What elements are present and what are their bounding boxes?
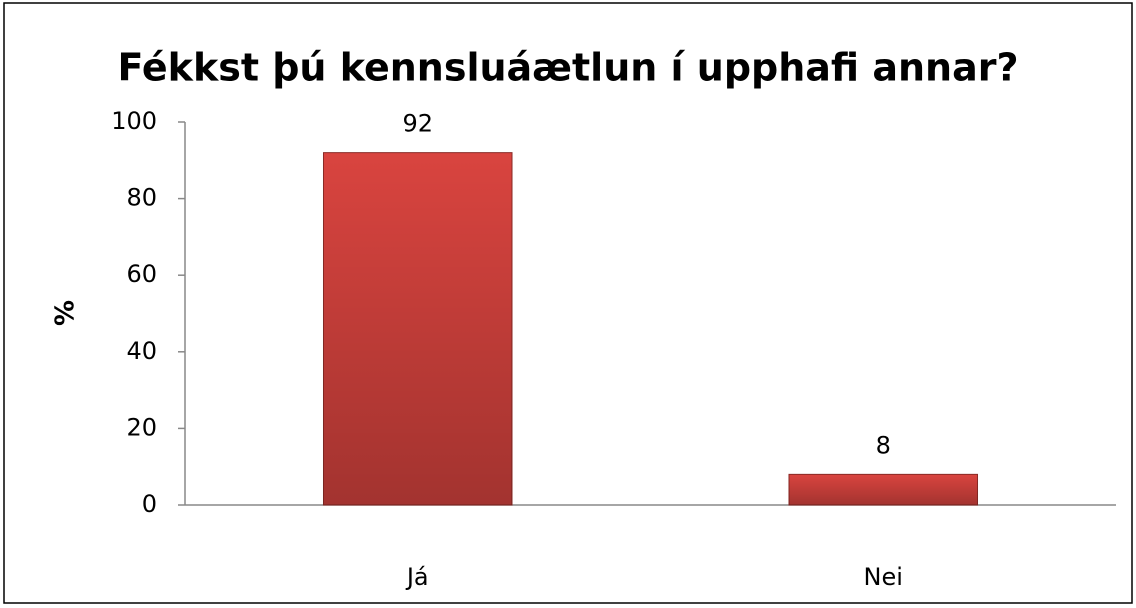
data-label: 92 [402, 110, 433, 138]
x-tick-label: Nei [864, 563, 903, 591]
y-tick-label: 0 [142, 490, 157, 518]
data-label: 8 [876, 431, 891, 459]
y-tick-label: 80 [126, 184, 157, 212]
bar [788, 473, 979, 506]
x-tick-label: Já [405, 563, 429, 591]
y-tick-label: 60 [126, 260, 157, 288]
y-axis-label: % [51, 300, 81, 326]
chart-title: Fékkst þú kennsluáætlun í upphafi annar? [117, 46, 1018, 90]
y-tick-label: 40 [126, 337, 157, 365]
chart-frame [3, 2, 1133, 604]
bar [322, 152, 513, 506]
y-tick-label: 20 [126, 413, 157, 441]
y-tick-label: 100 [111, 107, 157, 135]
